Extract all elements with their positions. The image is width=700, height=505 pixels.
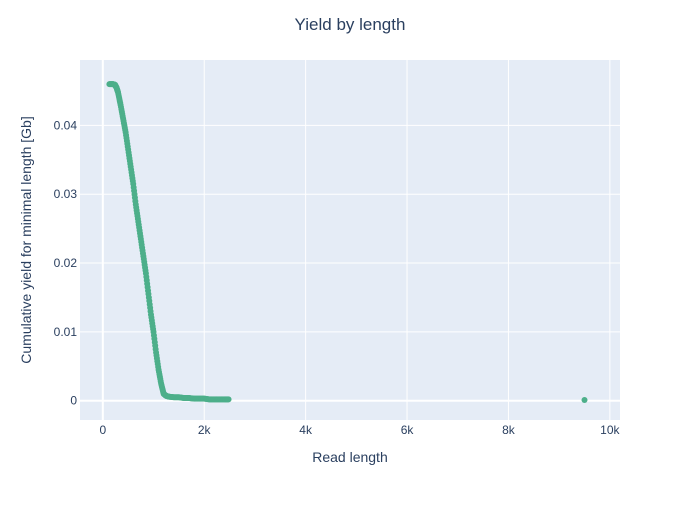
y-tick-label: 0.01 (54, 325, 78, 339)
x-tick-label: 2k (198, 423, 212, 437)
x-tick-label: 6k (401, 423, 415, 437)
data-points (106, 81, 588, 404)
x-tick-label: 10k (600, 423, 620, 437)
x-axis-ticks: 0 2k 4k 6k 8k 10k (99, 423, 620, 437)
x-tick-label: 4k (299, 423, 313, 437)
x-tick-label: 8k (502, 423, 516, 437)
data-point (225, 396, 232, 403)
y-tick-label: 0.04 (54, 118, 78, 132)
y-axis-label: Cumulative yield for minimal length [Gb] (18, 116, 34, 363)
y-axis-ticks: 0 0.01 0.02 0.03 0.04 (54, 118, 78, 407)
x-tick-label: 0 (99, 423, 106, 437)
x-axis-label: Read length (312, 449, 388, 465)
y-tick-label: 0 (70, 394, 77, 408)
plot-area (80, 60, 620, 420)
chart-title: Yield by length (295, 15, 406, 34)
y-tick-label: 0.03 (54, 187, 78, 201)
grid (80, 60, 620, 420)
y-tick-label: 0.02 (54, 256, 78, 270)
data-point (581, 397, 588, 404)
